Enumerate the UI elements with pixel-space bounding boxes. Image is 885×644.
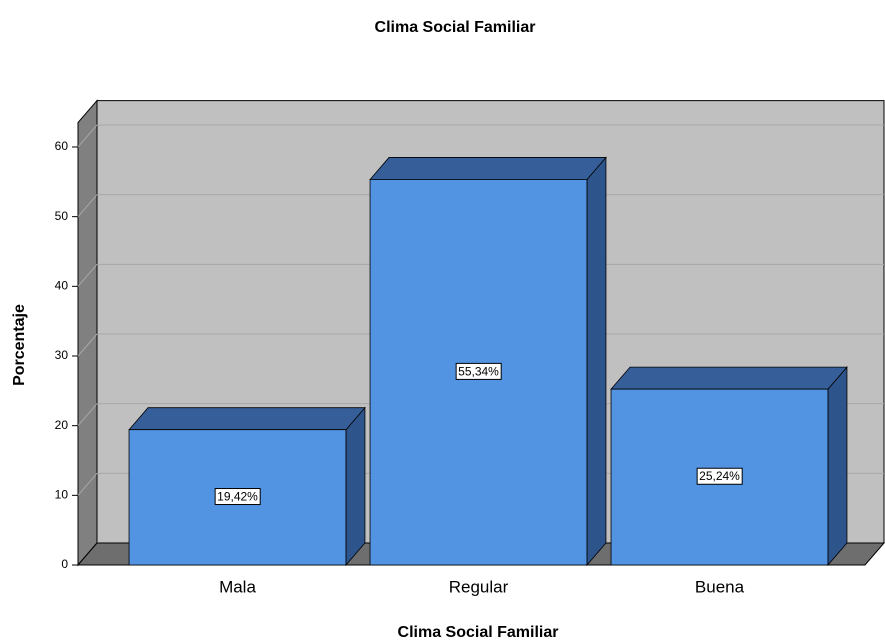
x-axis-label: Clima Social Familiar — [398, 624, 559, 641]
bar-side — [586, 156, 607, 567]
data-label-box — [214, 488, 261, 506]
x-tick-label: Regular — [449, 577, 509, 596]
data-label: 19,42% — [217, 490, 258, 504]
x-tick-label: Buena — [695, 577, 745, 596]
left-wall — [77, 99, 98, 567]
grid-line — [77, 263, 98, 287]
bar-side — [345, 406, 366, 567]
bar-top — [610, 366, 848, 390]
chart-title: Clima Social Familiar — [375, 19, 536, 36]
y-tick-label: 10 — [55, 488, 69, 502]
y-tick-label: 40 — [55, 278, 69, 292]
data-label: 55,34% — [458, 364, 499, 378]
data-label-box — [455, 362, 502, 380]
y-tick-label: 30 — [55, 348, 69, 362]
grid-line — [77, 473, 98, 496]
grid-line — [77, 194, 98, 217]
grid-line — [77, 333, 98, 357]
data-label-box — [696, 467, 743, 485]
y-tick-label: 20 — [55, 418, 69, 432]
bar-side — [827, 366, 848, 567]
grid-line — [77, 124, 98, 148]
bar-top — [369, 157, 607, 180]
bar-top — [128, 407, 366, 431]
grid-line — [77, 403, 98, 426]
data-label: 25,24% — [699, 469, 740, 483]
y-tick-label: 0 — [61, 557, 68, 571]
y-tick-label: 50 — [55, 209, 69, 223]
y-axis-label: Porcentaje — [11, 304, 28, 386]
x-tick-label: Mala — [219, 577, 256, 596]
y-tick-label: 60 — [55, 139, 69, 153]
